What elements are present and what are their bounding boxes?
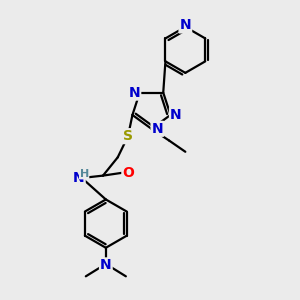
Text: N: N — [100, 258, 112, 272]
Text: N: N — [129, 85, 140, 100]
Text: S: S — [123, 129, 133, 143]
Text: O: O — [122, 166, 134, 180]
Text: N: N — [179, 18, 191, 32]
Text: H: H — [80, 169, 89, 179]
Text: N: N — [152, 122, 163, 136]
Text: N: N — [73, 171, 85, 185]
Text: N: N — [170, 108, 182, 122]
